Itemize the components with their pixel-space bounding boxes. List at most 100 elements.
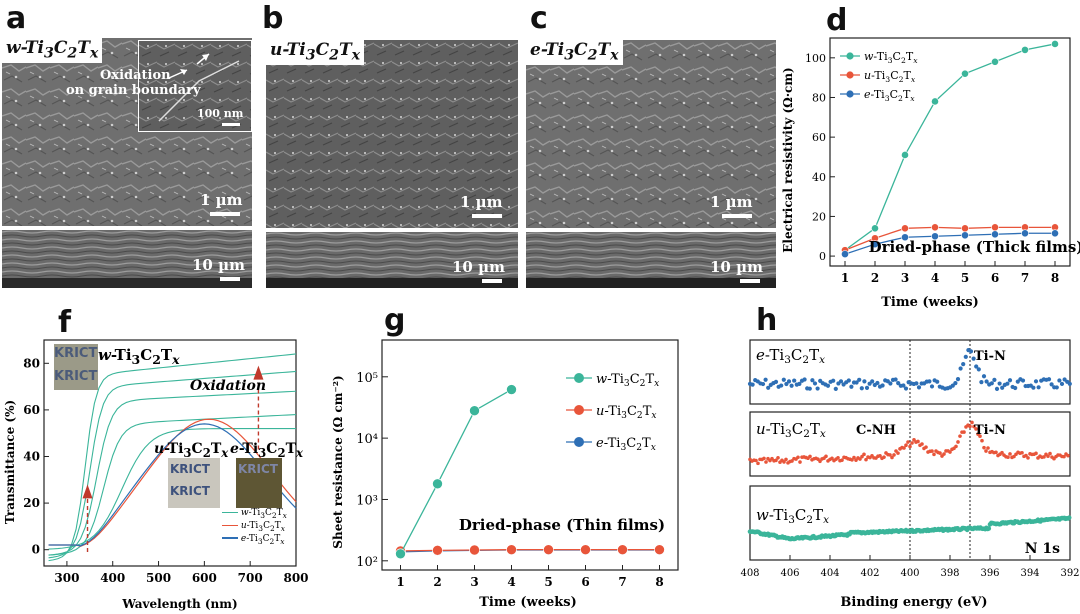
chart-h-point-u (1046, 454, 1050, 459)
chart-h-point-e (888, 381, 893, 386)
chart-f-frame (43, 339, 297, 567)
chart-h-point-u (920, 442, 924, 446)
chart-h-point-e (849, 384, 854, 389)
chart-h-xtick-label: 396 (980, 568, 999, 579)
chart-f-w-curve (48, 427, 297, 550)
chart-h-point-u (910, 441, 914, 445)
chart-g-ytick-label: 10⁴ (356, 432, 378, 447)
chart-d-point (961, 231, 969, 240)
chart-h-point-u (888, 453, 892, 457)
chart-h-point-e (997, 381, 1002, 386)
chart-g-series-line (400, 548, 660, 552)
chart-f-xtick-label: 400 (100, 571, 125, 585)
chart-g-legend-marker (574, 405, 584, 415)
chart-h-point-u (916, 439, 920, 444)
scale-bar-a-top (210, 212, 240, 216)
chart-g-ytick-label: 10³ (356, 493, 378, 508)
chart-h-xtick-label: 394 (1020, 568, 1039, 579)
chart-h-row-label-w: w-Ti3C2Tx (756, 506, 829, 526)
chart-g-xtick-label: 1 (396, 575, 404, 589)
chart-h-xtick-label: 398 (940, 568, 959, 579)
chart-d-point (991, 230, 999, 239)
chart-h-point-u (980, 438, 984, 443)
chart-g-legend-label: u-Ti3C2Tx (596, 404, 657, 421)
chart-f: 300 400 500 600 700 800 0 20 40 60 80 Wavelength (… (3, 339, 309, 611)
chart-h-point-e (961, 362, 966, 367)
chart-h-point-e (864, 385, 870, 390)
chart-d-ytick-label: 60 (812, 131, 826, 144)
chart-h-point-e (896, 381, 901, 386)
chart-d-xtick-label: 7 (1021, 271, 1029, 285)
sem-image-c-top (526, 40, 776, 228)
chart-d-point (931, 97, 939, 106)
chart-h-peak-label: C-NH (856, 423, 896, 438)
chart-h-point-u (942, 452, 946, 456)
chart-h-point-e (833, 386, 838, 391)
chart-h-point-u (962, 430, 966, 434)
chart-h-point-e (750, 382, 755, 387)
chart-f-w-curve (48, 414, 297, 556)
sem-image-b-top (266, 40, 518, 228)
chart-h-point-e (984, 379, 989, 384)
chart-h-point-e (989, 381, 994, 386)
chart-h-row-label-e: e-Ti3C2Tx (756, 346, 825, 366)
chart-d-ytick-label: 80 (812, 91, 826, 104)
chart-f-ytick-label: 80 (23, 356, 40, 370)
chart-d-xtick-label: 6 (991, 271, 999, 285)
chart-h-point-e (875, 380, 880, 386)
chart-h-point-e (927, 379, 932, 384)
chart-h-point-u (974, 427, 978, 431)
chart-d-series-line (844, 226, 1055, 251)
chart-h-point-e (789, 383, 794, 388)
chart-h-point-u (948, 450, 952, 454)
chart-d-point (901, 151, 909, 159)
chart-f-label-e: e-Ti3C2Tx (230, 441, 303, 460)
chart-h-point-e (968, 349, 974, 354)
chart-h-point-u (1026, 456, 1030, 460)
chart-g-xtick-label: 3 (470, 575, 478, 589)
chart-d-xtick-label: 3 (901, 271, 909, 285)
chart-f-xtick-label: 700 (238, 571, 263, 585)
chart-h-point-u (968, 424, 972, 429)
chart-h-point-u (840, 458, 844, 462)
chart-f-xtick-label: 800 (283, 571, 308, 585)
chart-h-point-e (760, 381, 766, 387)
chart-h-point-u (864, 457, 868, 462)
chart-g-point (469, 544, 480, 556)
chart-g-point (469, 405, 480, 417)
scale-label-a-bottom: 10 µm (192, 256, 245, 274)
chart-f-oxidation-label: Oxidation (190, 378, 267, 394)
chart-g-point (506, 384, 517, 395)
chart-g-xtick-label: 6 (581, 575, 589, 589)
chart-d-point (901, 233, 909, 242)
chart-g-xtick-label: 4 (507, 575, 515, 589)
chart-h-xtick-label: 400 (900, 568, 919, 579)
chart-h-point-u (830, 456, 834, 461)
chart-h-point-u (882, 455, 886, 459)
chart-h-point-e (1031, 385, 1036, 390)
chart-g-point (617, 544, 628, 555)
chart-h-point-u (932, 452, 936, 457)
chart-h-point-e (976, 367, 981, 372)
chart-h-point-e (792, 378, 797, 383)
chart-h-point-w (1066, 515, 1072, 520)
chart-d-ytick-label: 20 (812, 210, 826, 223)
chart-f-label-w: w-Ti3C2Tx (98, 346, 180, 367)
oxidation-annotation: Oxidation on grain boundary (66, 68, 201, 98)
chart-h-tag: N 1s (1025, 541, 1060, 557)
chart-d-ylabel: Electrical resistivity (Ω·cm) (781, 67, 795, 252)
chart-h-point-u (808, 454, 812, 459)
chart-f-w-curve (48, 390, 297, 556)
chart-h-point-e (950, 383, 955, 388)
chart-h-point-w (986, 526, 992, 531)
chart-h-point-u (796, 455, 800, 460)
chart-d-legend-marker (846, 71, 854, 79)
chart-h-point-u (784, 457, 788, 462)
chart-g-point (543, 544, 554, 555)
chart-h-point-e (779, 383, 784, 388)
photo-e-film: KRICT (236, 458, 282, 508)
chart-h-point-e (914, 381, 919, 386)
chart-h-point-e (812, 381, 818, 386)
chart-h-point-e (838, 379, 844, 384)
chart-h-point-u (972, 424, 976, 429)
